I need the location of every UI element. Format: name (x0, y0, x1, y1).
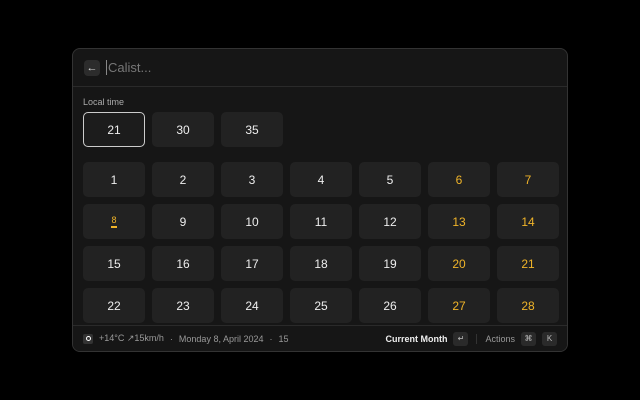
day-cell[interactable]: 19 (359, 246, 421, 281)
k-key-icon: K (542, 331, 557, 346)
separator: · (269, 333, 273, 344)
day-cell[interactable]: 18 (290, 246, 352, 281)
day-cell[interactable]: 25 (290, 288, 352, 323)
day-number: 13 (452, 214, 466, 229)
weather-text: +14°C ↗15km/h (99, 333, 164, 343)
day-number: 7 (524, 172, 532, 187)
day-number: 9 (179, 214, 187, 229)
day-number: 15 (107, 256, 121, 271)
day-cell[interactable]: 17 (221, 246, 283, 281)
day-cell[interactable]: 5 (359, 162, 421, 197)
day-number: 18 (314, 256, 328, 271)
day-cell[interactable]: 16 (152, 246, 214, 281)
search-input[interactable] (106, 60, 486, 75)
search-bar: ← (73, 49, 567, 87)
day-number: 16 (176, 256, 190, 271)
day-number: 10 (245, 214, 259, 229)
current-month-button[interactable]: Current Month (385, 333, 448, 344)
day-cell[interactable]: 10 (221, 204, 283, 239)
day-number: 6 (455, 172, 463, 187)
day-number: 20 (452, 256, 466, 271)
day-cell[interactable]: 11 (290, 204, 352, 239)
day-number: 12 (383, 214, 397, 229)
day-cell[interactable]: 2 (152, 162, 214, 197)
day-cell[interactable]: 13 (428, 204, 490, 239)
day-number: 23 (176, 298, 190, 313)
day-number: 8 (111, 215, 117, 228)
day-number: 25 (314, 298, 328, 313)
local-time-option[interactable]: 35 (221, 112, 283, 147)
local-time-option[interactable]: 21 (83, 112, 145, 147)
day-number: 26 (383, 298, 397, 313)
day-number: 21 (521, 256, 535, 271)
day-cell[interactable]: 9 (152, 204, 214, 239)
day-cell[interactable]: 23 (152, 288, 214, 323)
day-cell[interactable]: 4 (290, 162, 352, 197)
day-number: 11 (314, 214, 328, 229)
day-cell[interactable]: 7 (497, 162, 559, 197)
day-cell[interactable]: 24 (221, 288, 283, 323)
day-cell[interactable]: 14 (497, 204, 559, 239)
count-text: 15 (278, 333, 289, 344)
local-time-option[interactable]: 30 (152, 112, 214, 147)
day-number: 28 (521, 298, 535, 313)
day-cell[interactable]: 21 (497, 246, 559, 281)
divider (476, 333, 478, 344)
day-cell[interactable]: 26 (359, 288, 421, 323)
day-number: 1 (110, 172, 118, 187)
footer: +14°C ↗15km/h · Monday 8, April 2024 · 1… (73, 325, 567, 351)
day-number: 17 (245, 256, 259, 271)
local-time-label: Local time (83, 97, 125, 107)
separator: · (169, 333, 173, 344)
day-cell[interactable]: 8 (83, 204, 145, 239)
day-cell[interactable]: 28 (497, 288, 559, 323)
day-number: 27 (452, 298, 466, 313)
day-number: 4 (317, 172, 325, 187)
day-number: 2 (179, 172, 187, 187)
arrow-left-icon[interactable]: ← (84, 59, 100, 76)
date-text: Monday 8, April 2024 (178, 333, 264, 344)
day-number: 22 (107, 298, 121, 313)
day-number: 19 (383, 256, 397, 271)
app-icon (83, 333, 93, 344)
day-cell[interactable]: 15 (83, 246, 145, 281)
day-cell[interactable]: 6 (428, 162, 490, 197)
day-number: 14 (521, 214, 535, 229)
day-cell[interactable]: 27 (428, 288, 490, 323)
day-number: 5 (386, 172, 394, 187)
day-cell[interactable]: 3 (221, 162, 283, 197)
day-cell[interactable]: 1 (83, 162, 145, 197)
day-number: 24 (245, 298, 259, 313)
command-key-icon: ⌘ (521, 331, 536, 346)
enter-key-icon: ↵ (453, 331, 469, 346)
day-number: 3 (248, 172, 256, 187)
day-cell[interactable]: 20 (428, 246, 490, 281)
day-cell[interactable]: 12 (359, 204, 421, 239)
day-cell[interactable]: 22 (83, 288, 145, 323)
actions-button[interactable]: Actions (485, 333, 515, 344)
